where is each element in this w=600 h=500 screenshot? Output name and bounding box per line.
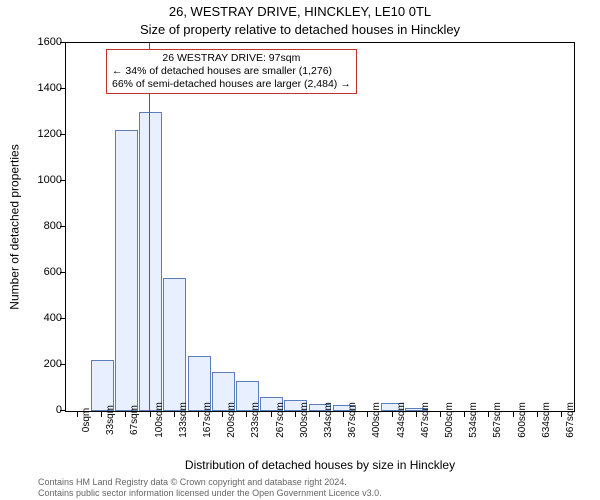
x-tick-label: 467sqm bbox=[420, 402, 431, 438]
y-tick bbox=[60, 410, 65, 411]
y-tick bbox=[60, 88, 65, 89]
x-tick-label: 133sqm bbox=[178, 402, 189, 438]
y-tick-label: 1600 bbox=[38, 36, 62, 48]
annotation-box: 26 WESTRAY DRIVE: 97sqm← 34% of detached… bbox=[106, 49, 357, 94]
y-tick bbox=[60, 226, 65, 227]
x-tick-label: 100sqm bbox=[154, 402, 165, 438]
annotation-line: 66% of semi-detached houses are larger (… bbox=[112, 78, 351, 91]
x-tick bbox=[488, 412, 489, 417]
chart-container: 26, WESTRAY DRIVE, HINCKLEY, LE10 0TL Si… bbox=[0, 0, 600, 500]
x-tick-label: 534sqm bbox=[468, 402, 479, 438]
x-tick-label: 500sqm bbox=[444, 402, 455, 438]
x-tick bbox=[150, 412, 151, 417]
y-tick bbox=[60, 134, 65, 135]
x-tick bbox=[319, 412, 320, 417]
annotation-line: 26 WESTRAY DRIVE: 97sqm bbox=[112, 52, 351, 65]
histogram-bar bbox=[115, 130, 138, 411]
x-tick-label: 233sqm bbox=[250, 402, 261, 438]
x-tick-label: 600sqm bbox=[517, 402, 528, 438]
x-tick-label: 67sqm bbox=[129, 405, 140, 435]
y-tick-label: 1400 bbox=[38, 82, 62, 94]
attribution: Contains HM Land Registry data © Crown c… bbox=[38, 477, 382, 498]
y-tick bbox=[60, 272, 65, 273]
x-tick-label: 300sqm bbox=[299, 402, 310, 438]
chart-title-line1: 26, WESTRAY DRIVE, HINCKLEY, LE10 0TL bbox=[0, 4, 600, 19]
x-tick bbox=[246, 412, 247, 417]
x-tick bbox=[513, 412, 514, 417]
x-tick-label: 434sqm bbox=[396, 402, 407, 438]
x-tick-label: 33sqm bbox=[105, 405, 116, 435]
y-tick bbox=[60, 364, 65, 365]
x-tick-label: 400sqm bbox=[371, 402, 382, 438]
x-tick-label: 334sqm bbox=[323, 402, 334, 438]
x-tick-label: 667sqm bbox=[565, 402, 576, 438]
x-tick bbox=[101, 412, 102, 417]
x-tick-label: 267sqm bbox=[275, 402, 286, 438]
attribution-line2: Contains public sector information licen… bbox=[38, 488, 382, 498]
y-tick bbox=[60, 42, 65, 43]
plot-area: 26 WESTRAY DRIVE: 97sqm← 34% of detached… bbox=[65, 42, 575, 412]
y-tick-label: 1000 bbox=[38, 174, 62, 186]
y-tick-label: 1200 bbox=[38, 128, 62, 140]
x-tick bbox=[343, 412, 344, 417]
chart-title-line2: Size of property relative to detached ho… bbox=[0, 22, 600, 37]
x-tick bbox=[222, 412, 223, 417]
y-axis-label: Number of detached properties bbox=[6, 42, 24, 412]
attribution-line1: Contains HM Land Registry data © Crown c… bbox=[38, 477, 382, 487]
histogram-bar bbox=[139, 112, 162, 411]
x-tick-label: 567sqm bbox=[492, 402, 503, 438]
x-tick bbox=[198, 412, 199, 417]
x-tick-label: 200sqm bbox=[226, 402, 237, 438]
x-tick bbox=[271, 412, 272, 417]
x-tick bbox=[440, 412, 441, 417]
y-tick bbox=[60, 180, 65, 181]
x-tick bbox=[392, 412, 393, 417]
x-axis-label: Distribution of detached houses by size … bbox=[65, 458, 575, 472]
x-tick bbox=[537, 412, 538, 417]
x-tick bbox=[464, 412, 465, 417]
histogram-bar bbox=[163, 278, 186, 411]
annotation-line: ← 34% of detached houses are smaller (1,… bbox=[112, 65, 351, 78]
x-tick-label: 634sqm bbox=[541, 402, 552, 438]
x-tick bbox=[77, 412, 78, 417]
x-tick bbox=[174, 412, 175, 417]
x-tick bbox=[295, 412, 296, 417]
x-tick-label: 367sqm bbox=[347, 402, 358, 438]
x-tick bbox=[561, 412, 562, 417]
x-tick-label: 167sqm bbox=[202, 402, 213, 438]
reference-line bbox=[149, 43, 151, 411]
x-tick bbox=[416, 412, 417, 417]
x-tick-label: 0sqm bbox=[81, 408, 92, 432]
x-tick bbox=[125, 412, 126, 417]
histogram-bar bbox=[91, 360, 114, 411]
y-tick bbox=[60, 318, 65, 319]
x-tick bbox=[367, 412, 368, 417]
